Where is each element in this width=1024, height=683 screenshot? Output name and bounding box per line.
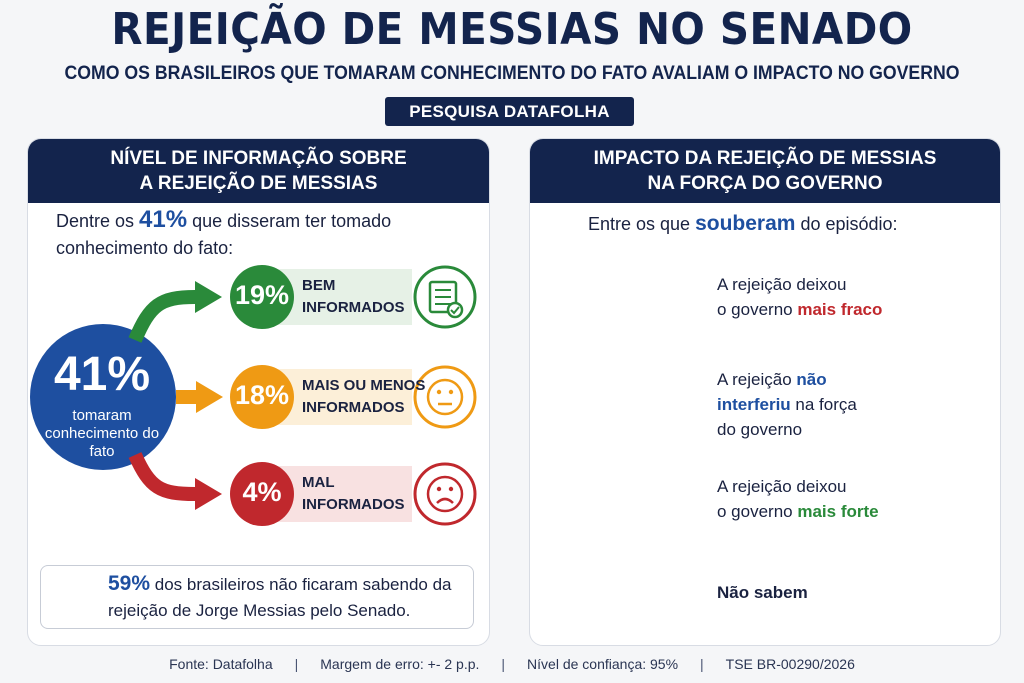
check-mark <box>450 306 460 315</box>
face-eye <box>436 389 442 395</box>
impact-highlight: não <box>796 370 827 389</box>
center-value: 41% <box>53 348 151 401</box>
level-label: BEM INFORMADOS <box>302 275 405 319</box>
level-label-line: MAIS OU MENOS <box>302 377 426 394</box>
footer-source: Fonte: Datafolha <box>169 656 273 672</box>
intro-text: conhecimento do fato: <box>56 238 234 258</box>
impact-text-no-effect: A rejeição não interferiu na força do go… <box>717 367 857 442</box>
level-percent: 4% <box>242 477 282 507</box>
connector-arrow <box>128 290 196 343</box>
level-label-line: MAL <box>302 474 335 491</box>
footer-margin: Margem de erro: +- 2 p.p. <box>320 656 480 672</box>
level-label: MAL INFORMADOS <box>302 472 405 516</box>
face-eye <box>448 389 454 395</box>
connector-arrow <box>176 390 198 404</box>
level-label-line: INFORMADOS <box>302 496 405 513</box>
impact-panel: IMPACTO DA REJEIÇÃO DE MESSIAS NA FORÇA … <box>529 138 1001 646</box>
info-line: rejeição de Jorge Messias pelo Senado. <box>108 601 411 620</box>
connector-arrow <box>128 452 196 501</box>
impact-line: o governo <box>717 300 798 319</box>
intro-text: Entre os que <box>588 214 696 234</box>
impact-text-dont-know: Não sabem <box>717 580 808 605</box>
face-outline <box>426 475 464 513</box>
sad-face-icon <box>413 462 477 526</box>
impact-panel-header: IMPACTO DA REJEIÇÃO DE MESSIAS NA FORÇA … <box>530 139 1000 203</box>
impact-percent: 53% <box>549 272 639 321</box>
level-percent-circle <box>230 265 294 329</box>
impact-highlight: mais fraco <box>797 300 883 319</box>
check-circle <box>446 301 464 319</box>
face-mouth <box>436 497 454 504</box>
panel-title-line: NA FORÇA DO GOVERNO <box>647 173 883 194</box>
level-label-line: INFORMADOS <box>302 299 405 316</box>
arrow-head <box>195 478 222 510</box>
impact-line: o governo <box>717 502 798 521</box>
neutral-face-icon <box>413 365 477 429</box>
impact-highlight: mais forte <box>797 502 879 521</box>
footer-confidence: Nível de confiança: 95% <box>527 656 679 672</box>
source-badge: PESQUISA DATAFOLHA <box>385 97 634 126</box>
page-subtitle: COMO OS BRASILEIROS QUE TOMARAM CONHECIM… <box>64 63 960 84</box>
panel-title-line: IMPACTO DA REJEIÇÃO DE MESSIAS <box>593 148 937 169</box>
information-level-panel-header: NÍVEL DE INFORMAÇÃO SOBRE A REJEIÇÃO DE … <box>28 139 489 203</box>
checklist-sheet <box>428 280 458 314</box>
footer: Fonte: Datafolha | Margem de erro: +- 2 p.… <box>169 656 855 672</box>
arrow-head <box>196 381 223 413</box>
impact-percent: 4% <box>562 569 626 618</box>
impact-percent: 7% <box>562 474 626 523</box>
total-informed-circle <box>30 324 176 470</box>
intro-highlight-percent: 41% <box>139 206 188 233</box>
panel-title-line: NÍVEL DE INFORMAÇÃO SOBRE <box>110 148 407 169</box>
impact-percent: 36% <box>549 376 639 425</box>
info-text: 59% dos brasileiros não ficaram sabendo … <box>108 571 468 624</box>
intro-highlight: souberam <box>695 212 796 235</box>
info-percent: 59% <box>108 572 151 595</box>
level-percent: 18% <box>234 380 290 410</box>
panel-title-line: A REJEIÇÃO DE MESSIAS <box>139 173 378 194</box>
impact-line: Não sabem <box>717 583 808 602</box>
intro-text: do episódio: <box>795 214 898 234</box>
info-line: dos brasileiros não ficaram sabendo da <box>150 575 452 594</box>
level-percent-circle <box>230 462 294 526</box>
level-percent-circle <box>230 365 294 429</box>
impact-line: do governo <box>717 420 803 439</box>
arrow-head <box>195 281 222 313</box>
impact-highlight: interferiu <box>717 395 791 414</box>
right-intro-text: Entre os que souberam do episódio: <box>588 210 898 238</box>
intro-text: Dentre os <box>56 211 140 231</box>
level-percent: 19% <box>234 280 290 310</box>
info-box <box>40 565 474 629</box>
intro-text: que disseram ter tomado <box>187 211 392 231</box>
level-label-line: BEM <box>302 277 336 294</box>
impact-line: A rejeição deixou <box>717 275 847 294</box>
impact-text-weaker: A rejeição deixou o governo mais fraco <box>717 272 882 322</box>
impact-line: A rejeição <box>717 370 797 389</box>
level-label: MAIS OU MENOS INFORMADOS <box>302 375 425 419</box>
impact-line: na força <box>790 395 857 414</box>
left-intro-text: Dentre os 41% que disseram ter tomado co… <box>56 206 391 262</box>
footer-registration: TSE BR-00290/2026 <box>725 656 855 672</box>
face-outline <box>426 378 464 416</box>
face-eye <box>448 486 454 492</box>
impact-text-stronger: A rejeição deixou o governo mais forte <box>717 474 879 524</box>
level-label-line: INFORMADOS <box>302 399 405 416</box>
face-eye <box>436 486 442 492</box>
page-title: REJEIÇÃO DE MESSIAS NO SENADO <box>111 4 913 55</box>
center-caption: tomaram conhecimento do fato <box>44 407 160 460</box>
impact-line: A rejeição deixou <box>717 477 847 496</box>
